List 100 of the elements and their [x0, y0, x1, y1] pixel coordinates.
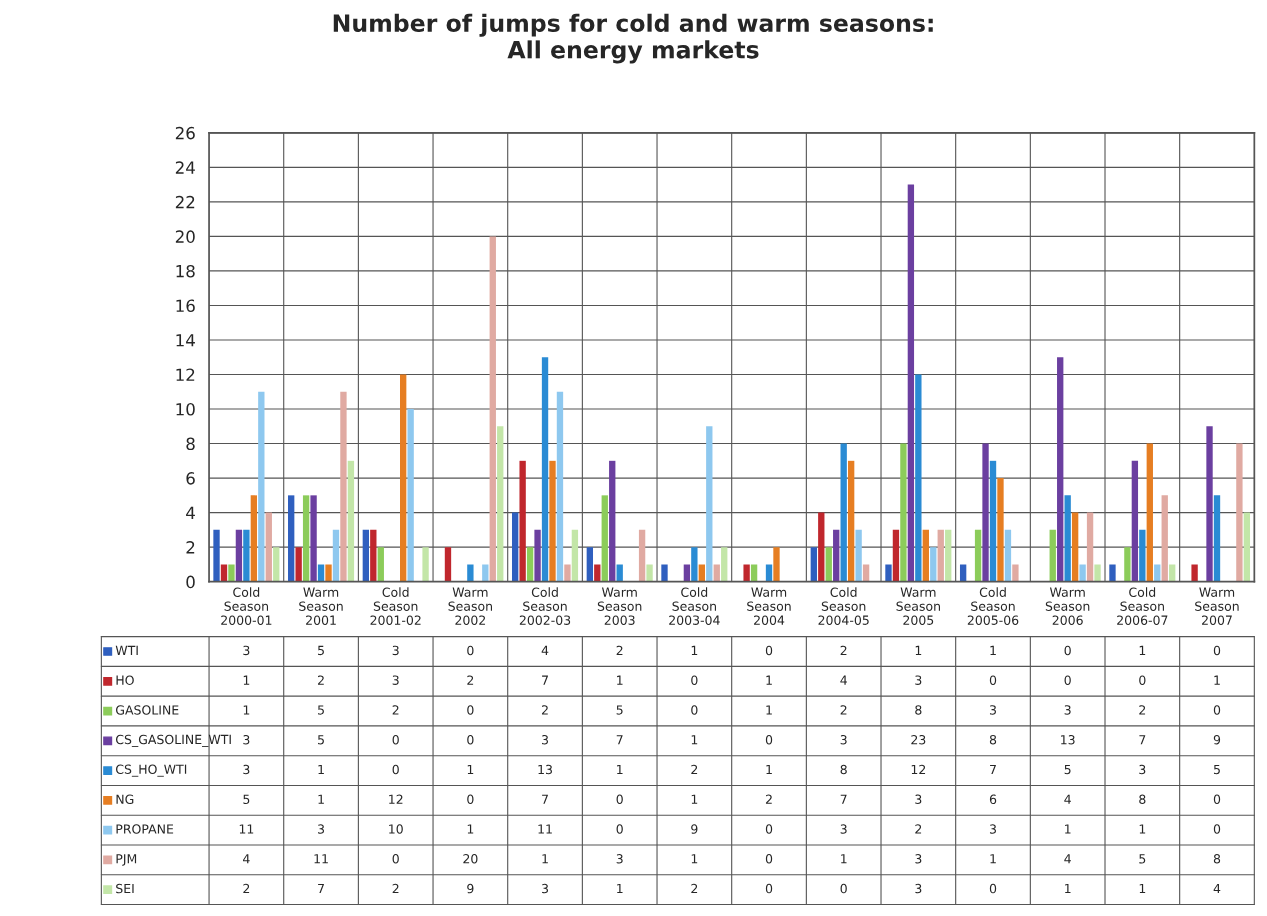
- bar: [810, 547, 817, 582]
- bar: [982, 443, 989, 582]
- bar: [974, 529, 982, 582]
- bar: [698, 564, 705, 582]
- data-label: 1: [243, 675, 250, 685]
- bar: [228, 564, 235, 582]
- data-label: 0: [765, 645, 773, 656]
- data-label: 5: [1064, 764, 1071, 775]
- y-tick-label: 10: [176, 402, 195, 416]
- bar: [1094, 564, 1101, 582]
- bar: [370, 529, 377, 582]
- legend-label: PJM: [116, 854, 137, 866]
- data-label: 11: [314, 854, 328, 864]
- data-label: 8: [840, 764, 847, 775]
- data-label: 3: [989, 705, 996, 715]
- bar: [713, 564, 720, 582]
- chart-title: Number of jumps for cold and warm seasons: All energy markets: [333, 13, 933, 64]
- data-label: 3: [542, 883, 549, 894]
- data-label: 1: [542, 854, 548, 864]
- bar: [750, 564, 758, 582]
- bar: [288, 495, 295, 582]
- data-label: 0: [691, 675, 698, 685]
- data-label: 2: [392, 705, 399, 715]
- data-label: 6: [989, 794, 997, 804]
- bar: [265, 512, 272, 582]
- data-label: 0: [467, 705, 474, 715]
- x-tick-label: Warm Season 2006: [1045, 587, 1090, 625]
- y-tick-label: 6: [186, 472, 195, 485]
- data-label: 0: [765, 854, 773, 864]
- bar: [250, 495, 258, 582]
- bar: [997, 478, 1004, 582]
- bar: [243, 529, 250, 582]
- bar: [892, 529, 900, 582]
- legend-label: SEI: [116, 883, 134, 894]
- bar: [1146, 443, 1153, 582]
- data-label: 1: [766, 675, 772, 685]
- bar: [235, 529, 243, 582]
- data-label: 2: [915, 824, 922, 834]
- data-label: 0: [1213, 824, 1221, 834]
- legend-label: PROPANE: [116, 824, 174, 834]
- bar: [497, 426, 504, 582]
- data-label: 1: [1065, 884, 1071, 894]
- data-label: 3: [243, 734, 250, 745]
- bar: [833, 529, 840, 582]
- bar: [295, 547, 302, 582]
- data-label: 4: [1064, 794, 1071, 804]
- data-label: 0: [765, 824, 773, 834]
- legend-label: GASOLINE: [116, 705, 179, 715]
- data-label: 3: [392, 645, 399, 656]
- data-label: 4: [1213, 884, 1221, 894]
- bar: [1004, 529, 1012, 582]
- x-tick-label: Cold Season 2006-07: [1117, 587, 1168, 625]
- data-label: 0: [392, 854, 399, 864]
- data-label: 1: [243, 705, 250, 715]
- data-label: 10: [389, 824, 403, 834]
- data-label: 2: [1139, 705, 1146, 715]
- bar: [400, 374, 407, 582]
- x-tick-label: Warm Season 2003: [597, 587, 642, 625]
- data-label: 3: [989, 824, 996, 834]
- data-label: 8: [1139, 794, 1146, 804]
- data-label: 1: [766, 764, 772, 775]
- bar: [638, 529, 646, 582]
- data-label: 5: [318, 735, 324, 745]
- bar: [885, 564, 892, 582]
- data-label: 0: [765, 734, 773, 745]
- data-label: 0: [1139, 675, 1146, 685]
- bar: [818, 512, 825, 582]
- data-label: 8: [1213, 854, 1221, 864]
- data-label: 5: [1213, 764, 1220, 775]
- data-label: 7: [1139, 735, 1146, 745]
- legend-label: CS_GASOLINE_WTI: [116, 734, 231, 747]
- bar: [377, 547, 384, 582]
- x-tick-label: Warm Season 2007: [1195, 587, 1239, 625]
- bar: [743, 564, 750, 582]
- data-label: 1: [691, 645, 698, 655]
- bar: [519, 460, 526, 582]
- bar: [594, 564, 601, 582]
- x-tick-label: Cold Season 2005-06: [967, 587, 1019, 625]
- data-label: 1: [766, 705, 772, 715]
- data-label: 7: [318, 884, 324, 894]
- data-label: 0: [1064, 645, 1071, 656]
- x-tick-label: Cold Season 2000-01: [221, 587, 272, 625]
- x-tick-label: Cold Season 2003-04: [669, 587, 720, 625]
- data-label: 0: [392, 734, 399, 745]
- bar: [930, 547, 937, 582]
- bar: [1131, 460, 1139, 582]
- data-label: 1: [990, 854, 996, 864]
- data-label: 3: [616, 854, 623, 864]
- bar: [556, 391, 564, 582]
- data-label: 0: [467, 794, 474, 804]
- x-tick-label: Warm Season 2002: [448, 587, 492, 625]
- x-tick-label: Warm Season 2001: [299, 587, 343, 625]
- data-label: 2: [467, 675, 474, 685]
- data-label: 9: [467, 883, 474, 894]
- legend-label: NG: [116, 794, 134, 804]
- bar: [840, 443, 847, 582]
- bar: [915, 374, 922, 582]
- bar: [362, 529, 370, 582]
- data-label: 13: [538, 764, 552, 775]
- data-label: 3: [392, 675, 399, 685]
